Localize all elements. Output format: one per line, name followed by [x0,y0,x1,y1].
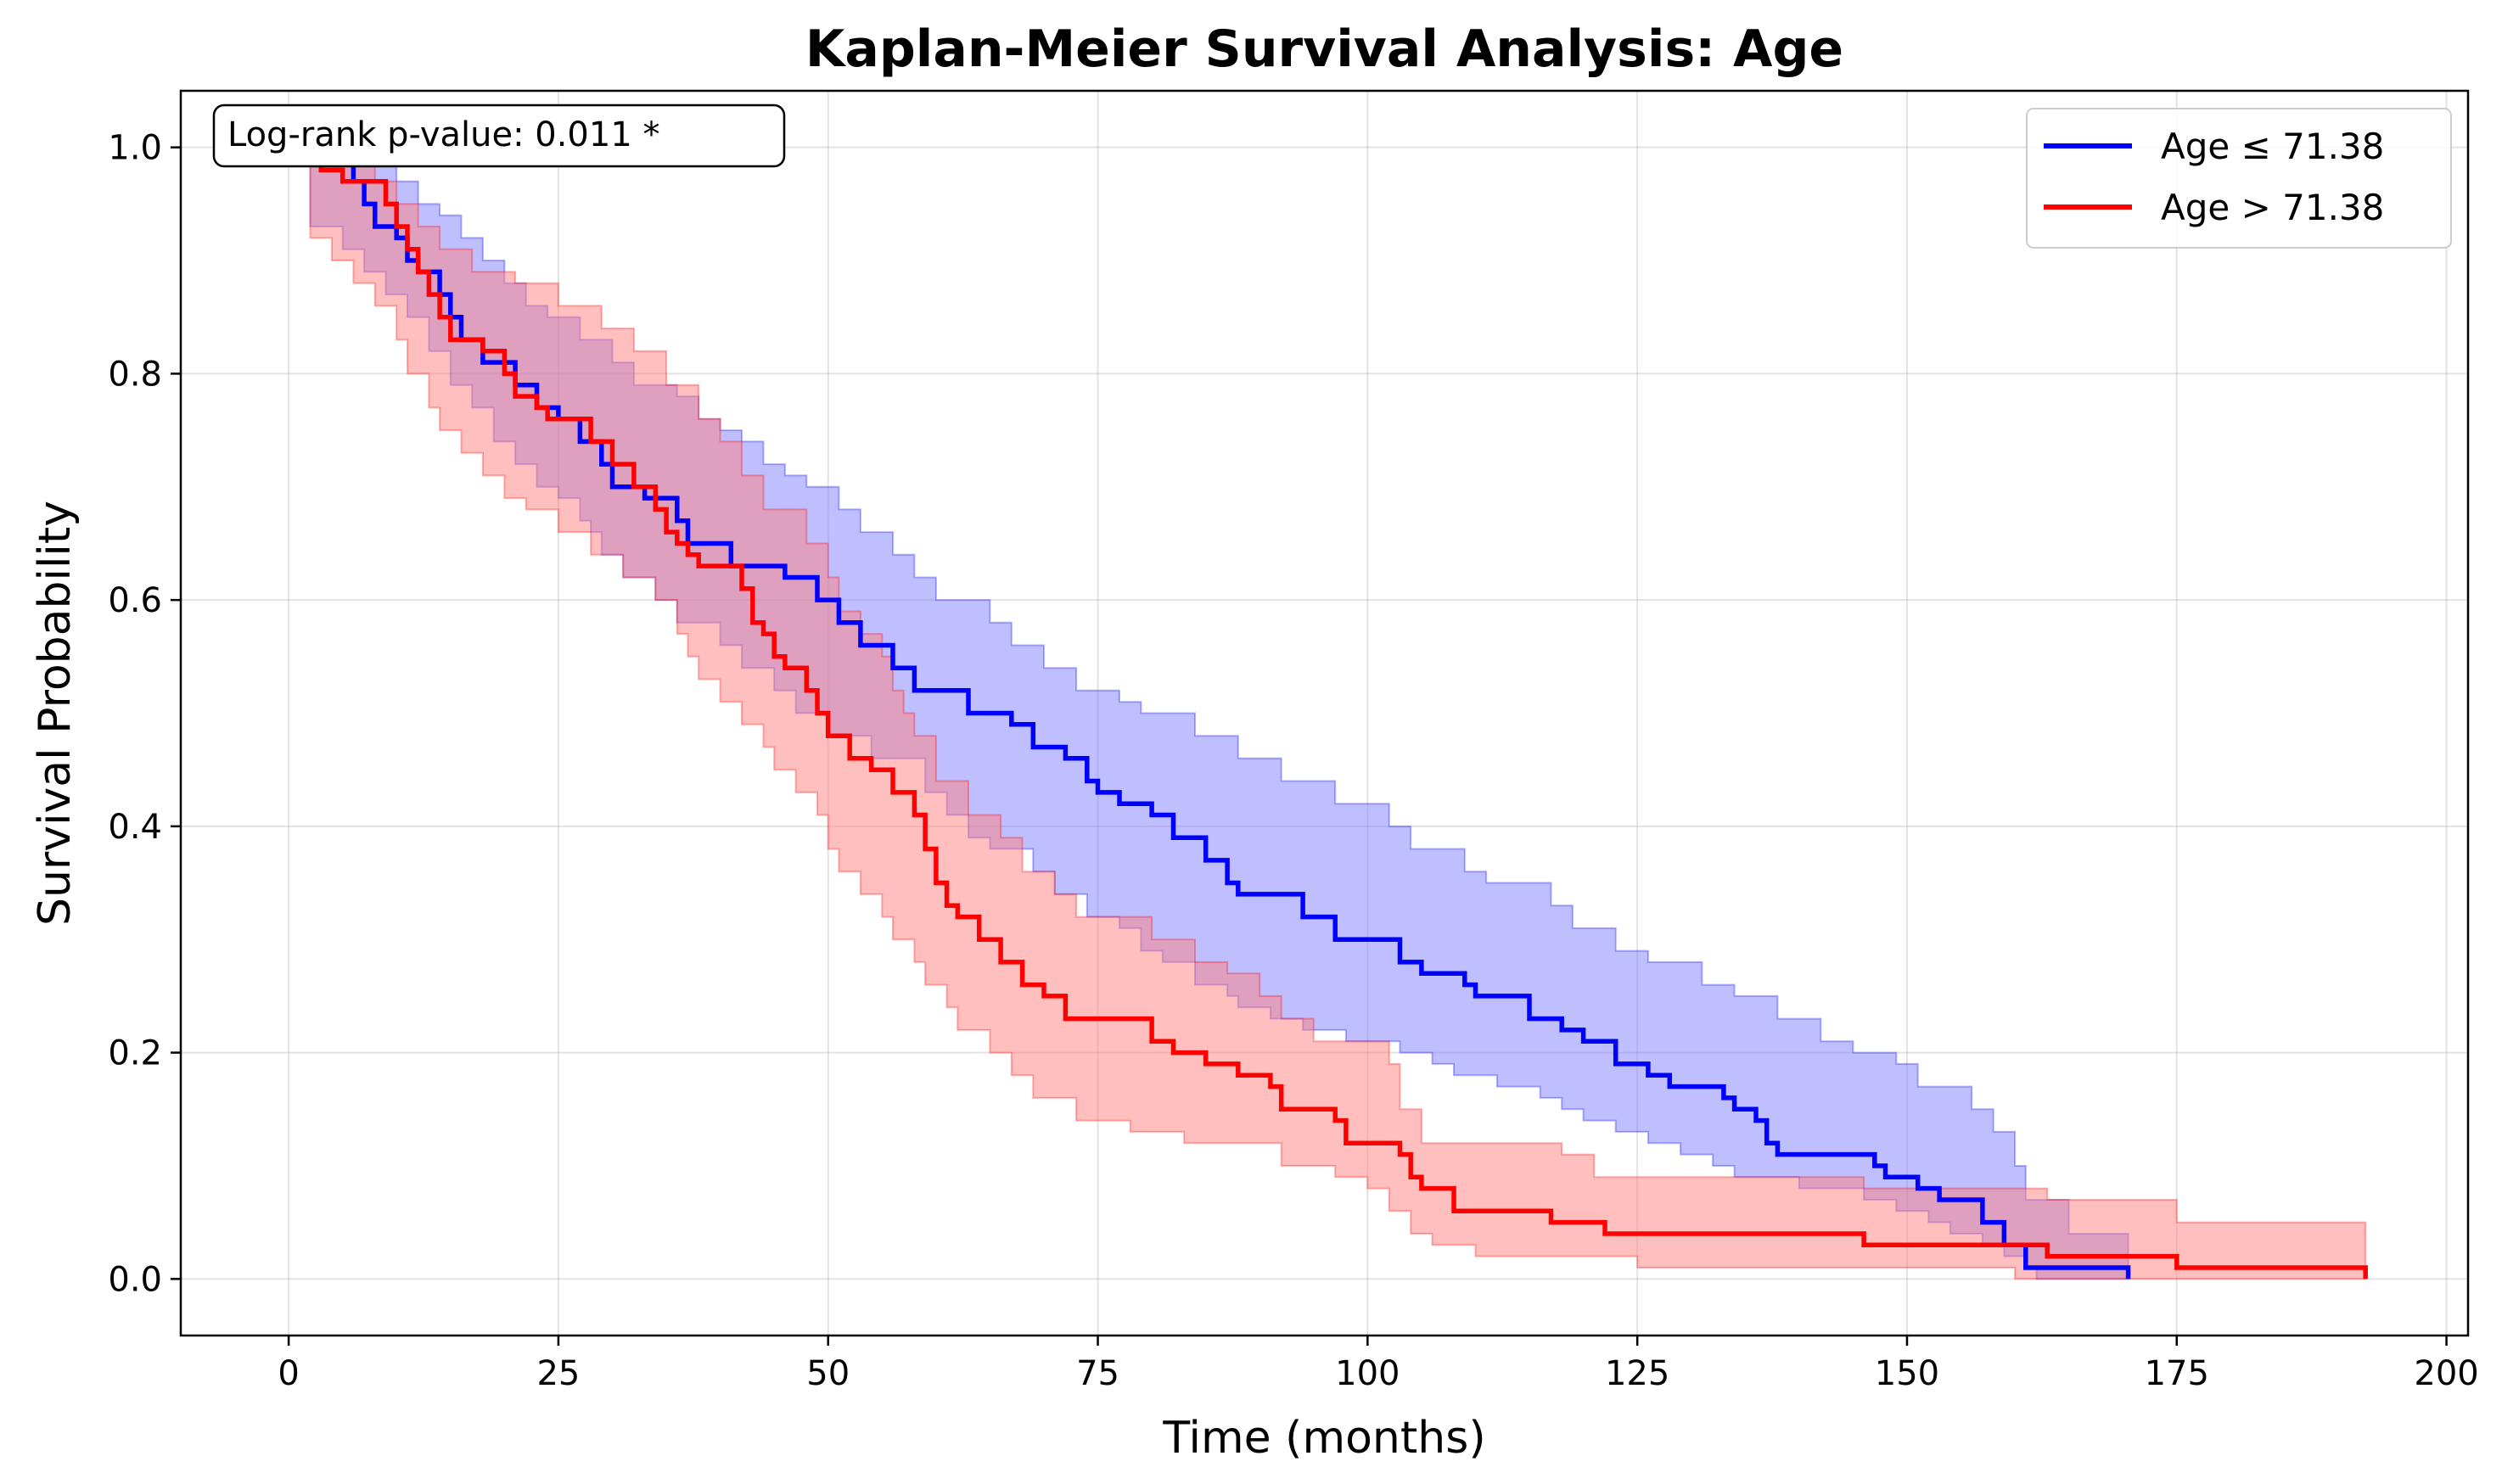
legend-box [2026,108,2452,249]
x-axis-title: Time (months) [1162,1413,1485,1464]
y-tick-label: 0.2 [108,1034,162,1073]
legend-label-age-low: Age ≤ 71.38 [2161,126,2384,167]
x-tick-label: 150 [1875,1354,1939,1393]
legend: Age ≤ 71.38 Age > 71.38 [2026,108,2452,249]
chart-title: Kaplan-Meier Survival Analysis: Age [805,20,1843,79]
confidence-band-1 [309,146,2367,1280]
y-tick-label: 0.0 [108,1260,162,1299]
plot-frame [179,89,2470,1337]
x-tick-label: 25 [536,1354,580,1393]
x-tick-label: 125 [1605,1354,1669,1393]
x-tick-label: 50 [806,1354,850,1393]
annotation-text: Log-rank p-value: 0.011 * [227,115,660,154]
x-axis-ticks: 0 25 50 75 100 125 150 175 200 [278,1336,2479,1393]
x-tick-label: 100 [1335,1354,1400,1393]
survival-curves [289,144,2368,1280]
x-tick-label: 175 [2145,1354,2209,1393]
annotation-box [212,104,786,168]
x-tick-label: 200 [2414,1354,2478,1393]
y-tick-label: 0.4 [108,808,162,847]
y-tick-label: 1.0 [108,129,162,168]
survival-curve-1 [289,144,2368,1280]
y-tick-label: 0.8 [108,355,162,394]
y-tick-label: 0.6 [108,581,162,620]
x-tick-label: 0 [278,1354,299,1393]
y-axis-title: Survival Probability [30,501,81,926]
y-axis-ticks: 0.0 0.2 0.4 0.6 0.8 1.0 [108,129,181,1299]
x-tick-label: 75 [1076,1354,1119,1393]
confidence-bands [309,146,2367,1280]
legend-label-age-high: Age > 71.38 [2161,187,2384,228]
log-rank-annotation: Log-rank p-value: 0.011 * [212,104,786,168]
